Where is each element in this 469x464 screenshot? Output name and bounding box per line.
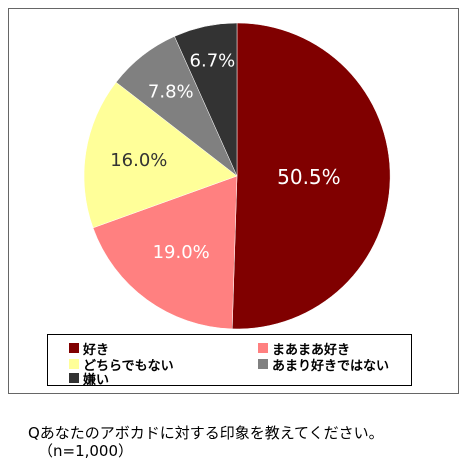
legend-label-neutral: どちらでもない: [83, 358, 174, 374]
legend-item-not-really-like: あまり好きではない: [258, 356, 390, 374]
pie-slice-somewhat-like: [92, 175, 238, 330]
data-label-somewhat-like: 19.0%: [153, 242, 210, 263]
data-label-not-really-like: 7.8%: [148, 81, 194, 102]
pie-slice-like: [231, 22, 391, 330]
legend-label-not-really-like: あまり好きではない: [272, 358, 390, 374]
legend: 好き まあまあ好き どちらでもない あまり好きではない 嫌い: [47, 334, 412, 388]
legend-swatch-like: [69, 343, 79, 353]
legend-swatch-neutral: [69, 359, 79, 369]
legend-swatch-dislike: [69, 373, 79, 383]
pie-slice-neutral: [83, 81, 238, 229]
chart-caption: Qあなたのアボカドに対する印象を教えてください。 （n=1,000）: [28, 424, 458, 460]
legend-label-like: 好き: [83, 342, 110, 358]
legend-item-somewhat-like: まあまあ好き: [258, 340, 351, 358]
legend-item-neutral: どちらでもない: [69, 356, 174, 374]
data-label-neutral: 16.0%: [110, 150, 167, 171]
legend-swatch-not-really-like: [258, 359, 268, 369]
legend-label-somewhat-like: まあまあ好き: [272, 342, 351, 358]
data-label-dislike: 6.7%: [190, 50, 236, 71]
pie-slice-dislike: [174, 22, 238, 177]
caption-question: Qあなたのアボカドに対する印象を教えてください。: [28, 424, 384, 442]
legend-item-like: 好き: [69, 340, 110, 358]
legend-swatch-somewhat-like: [258, 343, 268, 353]
legend-item-dislike: 嫌い: [69, 370, 110, 388]
legend-label-dislike: 嫌い: [83, 372, 110, 388]
data-label-like: 50.5%: [277, 165, 341, 189]
caption-sample-size: （n=1,000）: [38, 442, 134, 460]
